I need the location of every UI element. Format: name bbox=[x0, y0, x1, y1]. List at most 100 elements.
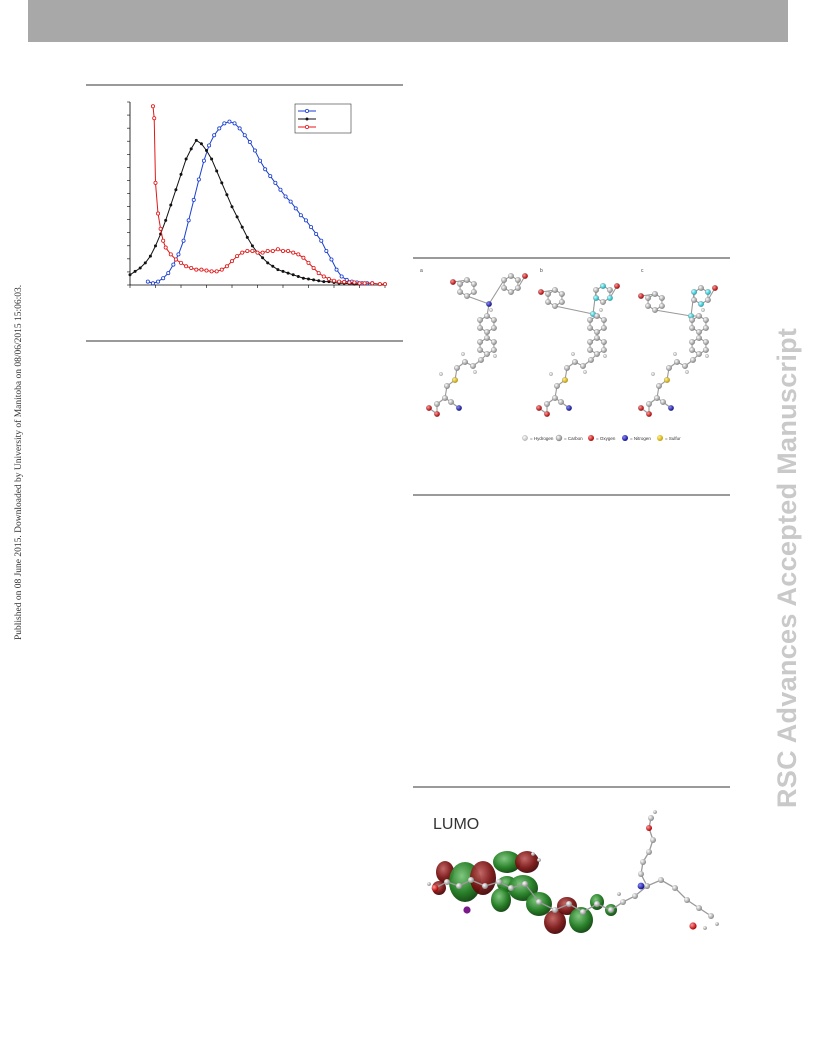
series-2-point bbox=[154, 244, 157, 248]
series-3-point bbox=[158, 226, 163, 231]
lumo-nitrogen bbox=[637, 882, 645, 890]
lumo-molecule bbox=[427, 810, 719, 934]
atom bbox=[491, 347, 497, 353]
series-1-point bbox=[273, 180, 278, 185]
atom bbox=[594, 313, 600, 319]
atom bbox=[698, 301, 704, 307]
series-2-point bbox=[281, 269, 285, 273]
atom bbox=[462, 359, 468, 365]
series-2-point bbox=[169, 203, 173, 207]
atom bbox=[691, 289, 697, 295]
series-1-point bbox=[171, 262, 176, 267]
atom bbox=[552, 303, 558, 309]
atom bbox=[457, 289, 463, 295]
series-2-point bbox=[276, 268, 280, 272]
structure-b bbox=[536, 283, 620, 417]
series-3-point bbox=[240, 250, 245, 255]
atom bbox=[703, 325, 709, 331]
lumo-atom bbox=[658, 877, 664, 883]
bond bbox=[488, 279, 505, 305]
atom bbox=[477, 347, 483, 353]
series-2-point bbox=[225, 193, 229, 197]
atom bbox=[491, 325, 497, 331]
series-1-point bbox=[339, 274, 344, 279]
series-3-point bbox=[219, 267, 224, 272]
series-3-point bbox=[275, 247, 280, 252]
bond bbox=[654, 309, 692, 317]
series-2-point bbox=[261, 256, 265, 260]
series-1-point bbox=[258, 158, 263, 163]
series-3-point bbox=[331, 278, 336, 283]
structure-panel-label-b: b bbox=[540, 268, 543, 274]
lumo-hydrogen bbox=[715, 922, 719, 926]
atom bbox=[587, 325, 593, 331]
orbital-lobe bbox=[515, 851, 539, 873]
series-2-point bbox=[317, 279, 321, 283]
atom bbox=[652, 291, 658, 297]
atom bbox=[426, 405, 432, 411]
atom bbox=[600, 299, 606, 305]
atom bbox=[601, 317, 607, 323]
series-3-point bbox=[352, 280, 357, 285]
series-2-point bbox=[164, 218, 168, 222]
atom bbox=[614, 283, 620, 289]
series-1-point bbox=[344, 277, 349, 282]
atom bbox=[580, 363, 586, 369]
series-3-point bbox=[255, 250, 260, 255]
series-2-point bbox=[240, 225, 244, 229]
series-2-point bbox=[296, 274, 300, 278]
series-1-point bbox=[150, 281, 155, 286]
atom bbox=[545, 299, 551, 305]
series-2-point bbox=[194, 138, 198, 142]
lumo-atom bbox=[672, 885, 678, 891]
atom bbox=[448, 399, 454, 405]
series-2-point bbox=[250, 244, 254, 248]
atom bbox=[559, 291, 565, 297]
series-1-point bbox=[278, 187, 283, 192]
atom bbox=[645, 295, 651, 301]
atom bbox=[454, 365, 460, 371]
series-3-point bbox=[194, 267, 199, 272]
series-2-point bbox=[230, 205, 234, 209]
atom bbox=[501, 277, 507, 283]
backbone bbox=[434, 879, 712, 917]
lumo-atom bbox=[684, 897, 690, 903]
series-1-point bbox=[288, 199, 293, 204]
atom bbox=[673, 352, 677, 356]
atom bbox=[690, 357, 696, 363]
atom bbox=[659, 295, 665, 301]
series-1-point bbox=[298, 213, 303, 218]
atom bbox=[464, 293, 470, 299]
atom bbox=[457, 281, 463, 287]
atom bbox=[703, 317, 709, 323]
series-3-point bbox=[152, 116, 157, 121]
series-3-point bbox=[337, 279, 342, 284]
atom bbox=[668, 405, 674, 411]
atom bbox=[434, 411, 440, 417]
bond bbox=[554, 305, 594, 315]
atom bbox=[588, 357, 594, 363]
atom bbox=[484, 329, 490, 335]
series-1-point bbox=[176, 252, 181, 257]
atom bbox=[696, 335, 702, 341]
series-2-point bbox=[266, 261, 270, 265]
series-3-point bbox=[156, 211, 161, 216]
series-3-point bbox=[342, 279, 347, 284]
atom bbox=[544, 401, 550, 407]
atom bbox=[450, 279, 456, 285]
series-3-point bbox=[250, 248, 255, 253]
atom bbox=[712, 285, 718, 291]
atom bbox=[554, 383, 560, 389]
lumo-atom bbox=[456, 883, 462, 889]
series-2-point bbox=[291, 273, 295, 277]
series-1-point bbox=[222, 121, 227, 126]
figure-rule-top-structures bbox=[413, 257, 730, 259]
series-line-1 bbox=[147, 121, 373, 284]
series-2-point bbox=[245, 235, 249, 239]
orbital-lobe bbox=[544, 910, 566, 934]
orbital-lobe bbox=[491, 888, 511, 912]
series-1-point bbox=[227, 119, 232, 124]
series-1-point bbox=[293, 206, 298, 211]
series-2-point bbox=[189, 147, 193, 151]
atom bbox=[646, 401, 652, 407]
